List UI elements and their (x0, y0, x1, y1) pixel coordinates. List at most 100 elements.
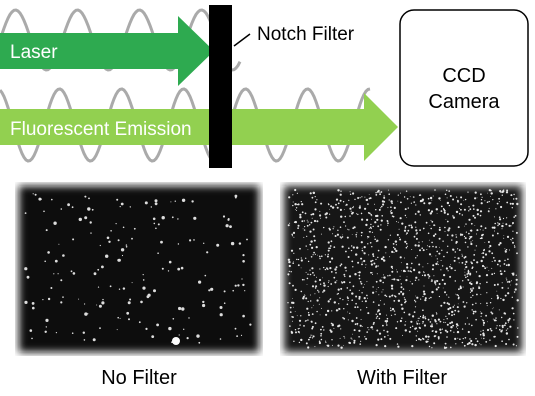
speckle (329, 267, 331, 269)
speckle (430, 197, 432, 199)
speckle (405, 208, 407, 210)
speckle (470, 340, 472, 342)
speckle (381, 220, 383, 222)
speckle (460, 287, 462, 289)
speckle (301, 203, 303, 205)
speckle (464, 226, 465, 227)
speckle (455, 234, 456, 235)
speckle (429, 298, 430, 299)
speckle (386, 315, 387, 316)
speckle (477, 213, 479, 215)
speckle (335, 235, 337, 237)
speckle (444, 210, 446, 212)
speckle (298, 264, 300, 266)
speckle (427, 245, 428, 246)
speckle (381, 215, 383, 217)
speckle (458, 257, 460, 259)
speckle (361, 264, 363, 266)
speckle (459, 208, 460, 209)
speckle (226, 224, 229, 227)
speckle (510, 239, 511, 240)
speckle (431, 256, 432, 257)
speckle (349, 282, 351, 284)
speckle (409, 331, 411, 333)
speckle (516, 279, 518, 281)
speckle (313, 192, 315, 194)
speckle (317, 255, 318, 256)
speckle (348, 300, 349, 301)
speckle (359, 205, 361, 207)
speckle (320, 315, 321, 316)
speckle (47, 251, 50, 254)
speckle (84, 339, 86, 341)
speckle (122, 255, 123, 256)
speckle (389, 199, 390, 200)
speckle (100, 245, 101, 246)
speckle (467, 192, 468, 193)
speckle (433, 330, 434, 331)
speckle (422, 296, 423, 297)
speckle (308, 314, 310, 316)
speckle (325, 342, 326, 343)
speckle (333, 277, 335, 279)
speckle (405, 279, 407, 281)
speckle (242, 260, 245, 263)
speckle (483, 250, 485, 252)
speckle (405, 301, 407, 303)
speckle (343, 281, 345, 283)
speckle (78, 299, 79, 300)
speckle (464, 269, 465, 270)
speckle (411, 345, 413, 347)
speckle (465, 272, 466, 273)
speckle (87, 313, 88, 314)
speckle (399, 229, 400, 230)
speckle (470, 292, 471, 293)
speckle (365, 224, 367, 226)
speckle (311, 214, 313, 216)
speckle (484, 267, 486, 269)
speckle (468, 270, 469, 271)
speckle (409, 270, 411, 272)
speckle (392, 308, 394, 310)
speckle (507, 281, 508, 282)
speckle (426, 222, 428, 224)
speckle (126, 246, 128, 248)
speckle (321, 308, 322, 309)
speckle (329, 214, 330, 215)
speckle (329, 229, 331, 231)
speckle (71, 270, 73, 272)
speckle (307, 220, 308, 221)
speckle (470, 288, 472, 290)
speckle (220, 306, 223, 309)
speckle (162, 268, 164, 270)
speckle (482, 265, 484, 267)
speckle (328, 250, 330, 252)
image-no-filter (15, 182, 263, 356)
speckle (373, 226, 374, 227)
speckle (364, 208, 366, 210)
speckle (79, 218, 82, 221)
speckle (351, 245, 352, 246)
speckle (512, 242, 514, 244)
speckle (474, 344, 476, 346)
speckle (506, 264, 508, 266)
speckle (454, 270, 455, 271)
speckle (419, 249, 421, 251)
speckle (293, 341, 294, 342)
speckle (372, 260, 374, 262)
speckle (516, 203, 518, 205)
filter-label: Notch Filter (257, 24, 355, 45)
speckle (374, 239, 376, 241)
speckle (465, 242, 467, 244)
speckle (155, 199, 158, 202)
speckle (229, 225, 232, 228)
speckle (345, 205, 346, 206)
speckle (299, 332, 300, 333)
speckle (391, 271, 393, 273)
speckle (288, 224, 290, 226)
speckle (468, 331, 470, 333)
speckle (435, 255, 436, 256)
speckle (431, 325, 433, 327)
speckle (407, 230, 409, 232)
speckle (516, 345, 517, 346)
